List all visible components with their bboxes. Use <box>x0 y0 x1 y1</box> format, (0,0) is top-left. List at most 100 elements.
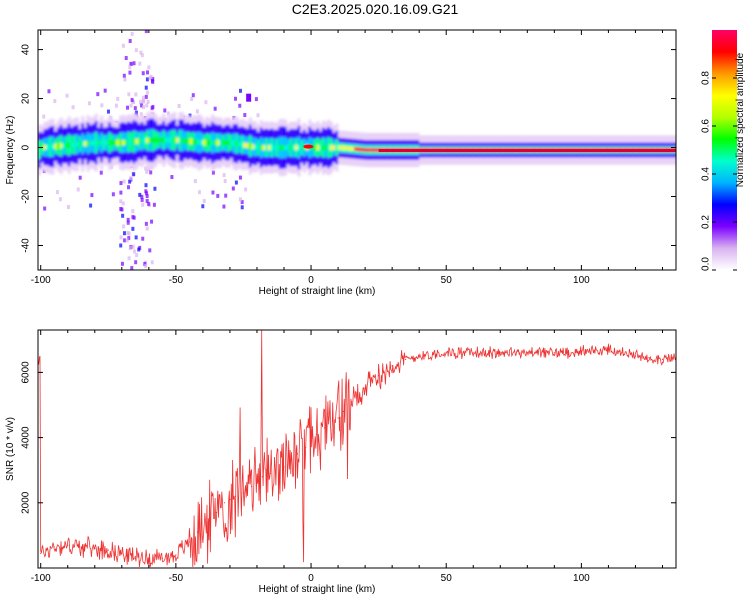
heatmap-cell <box>300 145 304 150</box>
heatmap-speck <box>145 194 149 199</box>
heatmap-speck <box>238 88 242 93</box>
heatmap-speck <box>145 77 149 82</box>
snr-data-point <box>80 546 82 548</box>
snr-plot-area <box>38 330 676 568</box>
heatmap-cell <box>259 145 263 150</box>
heatmap-speck <box>130 97 134 102</box>
heatmap-cell <box>262 145 266 150</box>
y-tick-label: -40 <box>21 238 32 253</box>
heatmap-cell <box>121 140 125 146</box>
snr-data-point <box>242 492 245 494</box>
heatmap-cell <box>248 143 252 149</box>
heatmap-cell <box>357 147 360 152</box>
heatmap-speck <box>144 166 148 171</box>
heatmap-speck <box>122 224 126 229</box>
y-tick-label: 4000 <box>21 426 32 449</box>
heatmap-cell <box>221 140 225 146</box>
heatmap-cell <box>340 145 344 150</box>
snr-panel: -100 -50 0 50 100 2000 4000 6000 Height of str… <box>5 329 677 595</box>
heatmap-speck <box>144 94 148 99</box>
heatmap-cell <box>265 145 269 150</box>
heatmap-speck <box>145 199 149 204</box>
heatmap-speck <box>103 88 107 93</box>
heatmap-cell <box>97 140 101 146</box>
snr-data-point <box>283 466 285 468</box>
spectrogram-plot-area <box>38 30 676 270</box>
snr-x-axis-label: Height of straight line (km) <box>259 584 376 595</box>
heatmap-speck <box>42 114 46 119</box>
heatmap-cell <box>108 140 112 146</box>
heatmap-speck <box>222 173 226 178</box>
heatmap-speck <box>140 197 144 202</box>
heatmap-cell <box>86 140 90 146</box>
heatmap-speck <box>127 92 131 97</box>
heatmap-cell <box>297 145 301 150</box>
x-tick-label: -100 <box>31 573 51 584</box>
x-tick-label: -50 <box>169 275 184 286</box>
heatmap-speck <box>99 170 103 175</box>
heatmap-cell <box>289 145 293 150</box>
snr-data-point <box>526 352 528 354</box>
heatmap-speck <box>244 187 248 192</box>
heatmap-speck <box>145 103 149 108</box>
heatmap-cell <box>167 137 171 143</box>
heatmap-cell <box>235 141 239 147</box>
heatmap-speck <box>122 73 126 78</box>
heatmap-speck <box>149 170 153 175</box>
colorbar: 0.0 0.2 0.4 0.6 0.8 Normalized spectral ampl… <box>701 30 746 271</box>
heatmap-cell <box>62 143 66 149</box>
heatmap-cell <box>154 137 158 143</box>
heatmap-speck <box>134 48 138 53</box>
heatmap-cell <box>202 140 206 146</box>
heatmap-cell <box>143 138 147 144</box>
snr-data-point <box>261 476 263 478</box>
heatmap-speck <box>121 201 125 206</box>
heatmap-cell <box>273 145 277 150</box>
heatmap-speck <box>222 204 226 209</box>
heatmap-speck <box>195 109 199 114</box>
spectrogram-y-axis: -40 -20 0 20 40 <box>21 44 676 253</box>
heatmap-speck <box>43 206 47 211</box>
heatmap-speck <box>123 238 127 243</box>
heatmap-cell <box>110 140 114 146</box>
heatmap-speck <box>53 99 57 104</box>
heatmap-speck <box>191 93 195 98</box>
heatmap-speck <box>146 70 150 75</box>
heatmap-speck <box>127 256 131 261</box>
snr-data-point <box>594 350 596 352</box>
heatmap-cell <box>232 140 236 146</box>
heatmap-cell <box>138 138 142 144</box>
heatmap-speck <box>140 103 144 108</box>
heatmap-speck <box>126 217 130 222</box>
snr-data-point <box>188 541 190 543</box>
heatmap-speck <box>121 213 125 218</box>
snr-data-point <box>223 502 226 504</box>
heatmap-cell <box>267 145 271 150</box>
heatmap-cell <box>146 138 150 143</box>
snr-data-point <box>269 472 272 475</box>
snr-data-point <box>134 555 136 558</box>
colorbar-tick-label: 0.2 <box>701 215 712 229</box>
heatmap-speck <box>120 261 124 266</box>
heatmap-speck <box>71 105 75 110</box>
heatmap-speck <box>144 183 148 188</box>
heatmap-cell <box>92 140 96 146</box>
snr-frame <box>37 329 677 569</box>
colorbar-tick-label: 0.8 <box>701 71 712 85</box>
heatmap-cell <box>367 148 371 152</box>
heatmap-speck <box>128 179 132 184</box>
heatmap-speck <box>106 109 110 114</box>
heatmap-cell <box>48 144 52 150</box>
heatmap-speck <box>134 260 138 265</box>
heatmap-cell <box>140 138 144 144</box>
heatmap-cell <box>240 142 244 148</box>
heatmap-speck <box>123 77 127 82</box>
snr-data-point <box>250 485 253 488</box>
heatmap-cell <box>332 145 336 150</box>
heatmap-speck <box>121 43 125 48</box>
heatmap-speck <box>139 112 143 117</box>
x-tick-label: -50 <box>169 573 184 584</box>
heatmap-cell <box>65 142 69 148</box>
heatmap-cell <box>67 142 71 148</box>
